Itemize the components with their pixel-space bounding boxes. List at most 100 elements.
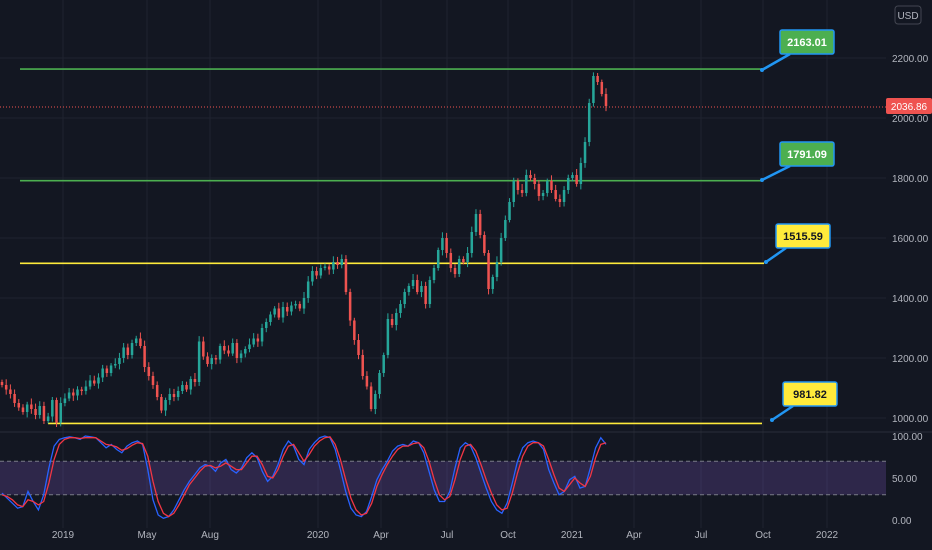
candle-body[interactable]: [130, 343, 134, 355]
candle-body[interactable]: [327, 266, 331, 270]
candle-body[interactable]: [17, 403, 21, 408]
candle-body[interactable]: [575, 175, 578, 184]
candle-body[interactable]: [361, 355, 364, 376]
candle-body[interactable]: [315, 271, 318, 276]
candle-body[interactable]: [101, 368, 104, 378]
candle-body[interactable]: [411, 280, 415, 286]
candle-body[interactable]: [118, 358, 121, 364]
candle-body[interactable]: [155, 385, 159, 397]
candle-body[interactable]: [348, 292, 352, 321]
candle-body[interactable]: [248, 344, 251, 350]
candle-body[interactable]: [357, 340, 360, 355]
level-callout[interactable]: 1515.59: [764, 223, 831, 264]
callout-box[interactable]: [775, 223, 831, 249]
candle-body[interactable]: [382, 355, 385, 373]
candle-body[interactable]: [319, 268, 323, 276]
rsi-pane[interactable]: [0, 435, 886, 520]
candle-body[interactable]: [239, 353, 243, 359]
candle-body[interactable]: [499, 238, 503, 262]
candle-body[interactable]: [126, 347, 130, 356]
candle-body[interactable]: [491, 277, 495, 289]
candle-body[interactable]: [399, 304, 402, 313]
candle-body[interactable]: [76, 389, 79, 396]
candle-body[interactable]: [323, 266, 327, 269]
candle-body[interactable]: [403, 292, 406, 304]
candle-body[interactable]: [147, 367, 151, 376]
candle-body[interactable]: [168, 394, 172, 400]
candle-body[interactable]: [193, 379, 197, 382]
candle-body[interactable]: [470, 232, 474, 253]
candle-body[interactable]: [449, 253, 453, 268]
candle-body[interactable]: [269, 314, 272, 323]
candle-body[interactable]: [46, 416, 50, 422]
candle-body[interactable]: [42, 406, 46, 421]
candle-body[interactable]: [160, 397, 163, 411]
candle-body[interactable]: [25, 404, 29, 413]
candle-body[interactable]: [210, 358, 213, 364]
candle-body[interactable]: [93, 380, 96, 384]
candle-body[interactable]: [273, 308, 276, 315]
candle-body[interactable]: [365, 376, 369, 387]
candle-body[interactable]: [223, 346, 226, 351]
candle-body[interactable]: [353, 320, 356, 341]
candle-body[interactable]: [252, 338, 255, 345]
candle-body[interactable]: [466, 253, 469, 262]
level-callout[interactable]: 1791.09: [760, 141, 835, 182]
candle-body[interactable]: [336, 262, 339, 265]
candle-body[interactable]: [453, 268, 457, 274]
candle-body[interactable]: [390, 319, 394, 325]
candle-body[interactable]: [38, 406, 42, 415]
candle-body[interactable]: [306, 281, 310, 299]
candle-body[interactable]: [109, 365, 113, 374]
candle-body[interactable]: [63, 398, 67, 404]
candle-body[interactable]: [579, 163, 583, 184]
candle-body[interactable]: [332, 262, 335, 270]
candle-body[interactable]: [59, 403, 62, 423]
candle-body[interactable]: [264, 322, 268, 328]
candle-body[interactable]: [424, 286, 427, 304]
candle-body[interactable]: [495, 262, 499, 277]
candle-body[interactable]: [562, 190, 566, 202]
candle-body[interactable]: [474, 214, 478, 232]
candle-body[interactable]: [72, 392, 75, 396]
candle-body[interactable]: [583, 142, 587, 163]
candle-body[interactable]: [520, 190, 524, 193]
candle-body[interactable]: [537, 184, 541, 196]
callout-box[interactable]: [782, 381, 838, 407]
candle-body[interactable]: [571, 175, 574, 178]
candle-body[interactable]: [311, 271, 314, 282]
candle-body[interactable]: [9, 389, 12, 395]
level-callout[interactable]: 2163.01: [760, 29, 835, 72]
candle-body[interactable]: [592, 76, 595, 103]
candle-body[interactable]: [546, 181, 549, 193]
candle-body[interactable]: [407, 286, 411, 292]
candle-body[interactable]: [218, 346, 222, 360]
candle-body[interactable]: [80, 389, 83, 392]
candle-body[interactable]: [151, 376, 155, 385]
candle-body[interactable]: [340, 259, 344, 265]
candle-body[interactable]: [436, 250, 440, 268]
candle-body[interactable]: [51, 400, 54, 417]
candle-body[interactable]: [457, 259, 461, 274]
candle-body[interactable]: [4, 385, 8, 390]
candle-body[interactable]: [185, 385, 188, 390]
candle-body[interactable]: [285, 307, 289, 312]
horizontal-levels[interactable]: [0, 68, 886, 425]
candle-body[interactable]: [533, 178, 536, 184]
candle-body[interactable]: [139, 338, 142, 347]
candle-body[interactable]: [462, 259, 465, 262]
candle-body[interactable]: [231, 343, 234, 354]
candle-body[interactable]: [235, 343, 239, 358]
candle-body[interactable]: [13, 394, 16, 403]
candle-body[interactable]: [67, 392, 71, 399]
candle-body[interactable]: [256, 338, 260, 342]
candle-body[interactable]: [202, 341, 205, 357]
candle-body[interactable]: [487, 253, 490, 289]
candle-body[interactable]: [525, 175, 528, 193]
candle-body[interactable]: [369, 386, 373, 410]
candle-body[interactable]: [386, 319, 390, 355]
candle-body[interactable]: [587, 103, 591, 142]
candle-body[interactable]: [512, 181, 515, 202]
